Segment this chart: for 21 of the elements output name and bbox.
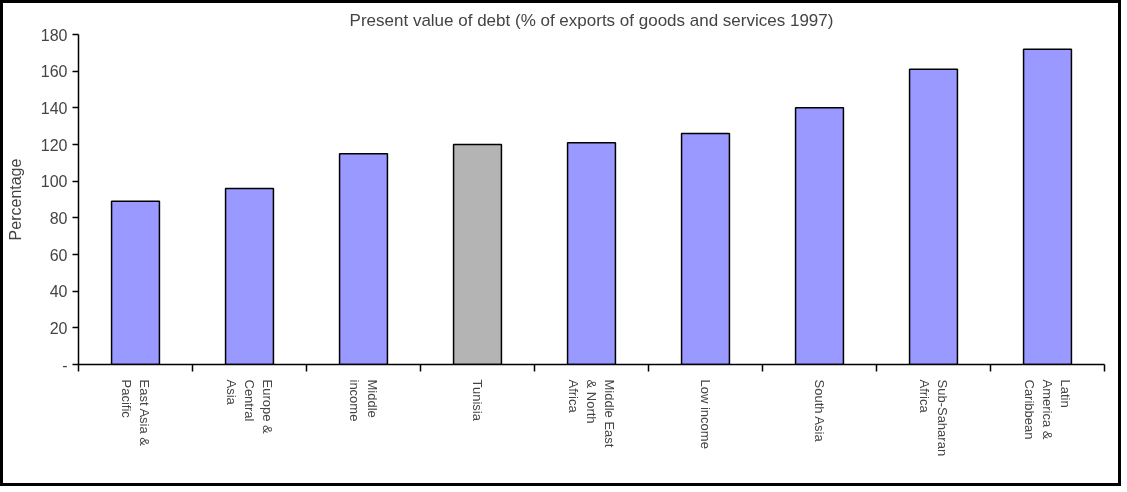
x-tick-label: Latin America & Caribbean	[1022, 379, 1073, 440]
y-tick-label: 140	[40, 99, 68, 117]
y-tick-label: 80	[49, 209, 68, 227]
y-axis-title: Percentage	[6, 158, 24, 241]
y-tick-label: 20	[49, 319, 68, 337]
y-tick-label: 180	[40, 26, 68, 44]
y-tick-label: 120	[40, 136, 68, 154]
x-tick-label: Middle East & North Africa	[566, 379, 617, 448]
x-tick-label: East Asia & Pacific	[119, 379, 152, 447]
y-tick-label: 160	[40, 63, 68, 81]
x-tick-label: Middle income	[347, 379, 380, 422]
y-tick-label: 100	[40, 173, 68, 191]
chart-title: Present value of debt (% of exports of goods and services 1997)	[349, 10, 834, 30]
x-tick-label: Sub-Saharan Africa	[917, 379, 950, 457]
x-tick-label: Tunisia	[470, 379, 485, 422]
x-tick-label: South Asia	[812, 379, 827, 443]
y-tick-label: 60	[49, 246, 68, 264]
x-tick-label: Low income	[698, 379, 713, 449]
y-tick-label: 40	[49, 283, 68, 301]
x-tick-label: Europe & Central Asia	[224, 379, 275, 435]
y-tick-label: -	[62, 356, 68, 374]
